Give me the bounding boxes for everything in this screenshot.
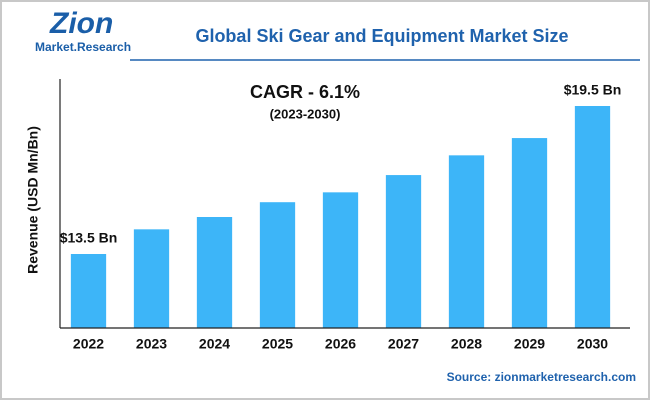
bar — [385, 175, 422, 328]
source: Source: zionmarketresearch.com — [447, 370, 636, 384]
bar — [448, 155, 485, 328]
x-tick-label: 2023 — [136, 336, 167, 352]
x-tick-label: 2029 — [514, 336, 545, 352]
x-tick-label: 2030 — [577, 336, 608, 352]
logo-sub: Market.Research — [35, 40, 131, 54]
chart-title: Global Ski Gear and Equipment Market Siz… — [195, 26, 568, 46]
x-tick-label: 2022 — [73, 336, 104, 352]
bar — [574, 106, 611, 328]
bar — [511, 138, 548, 328]
bar — [196, 217, 233, 328]
x-tick-label: 2027 — [388, 336, 419, 352]
bar — [133, 229, 170, 328]
x-tick-label: 2026 — [325, 336, 356, 352]
value-label: $19.5 Bn — [564, 82, 622, 98]
bar — [322, 192, 359, 328]
bar — [70, 254, 107, 328]
logo-name: Zion — [49, 7, 113, 40]
y-axis-label: Revenue (USD Mn/Bn) — [25, 126, 41, 274]
cagr-period: (2023-2030) — [270, 106, 341, 121]
x-tick-label: 2025 — [262, 336, 293, 352]
x-tick-label: 2024 — [199, 336, 230, 352]
x-tick-label: 2028 — [451, 336, 482, 352]
value-label: $13.5 Bn — [60, 230, 118, 246]
cagr: CAGR - 6.1% — [250, 82, 360, 102]
bar — [259, 202, 296, 328]
